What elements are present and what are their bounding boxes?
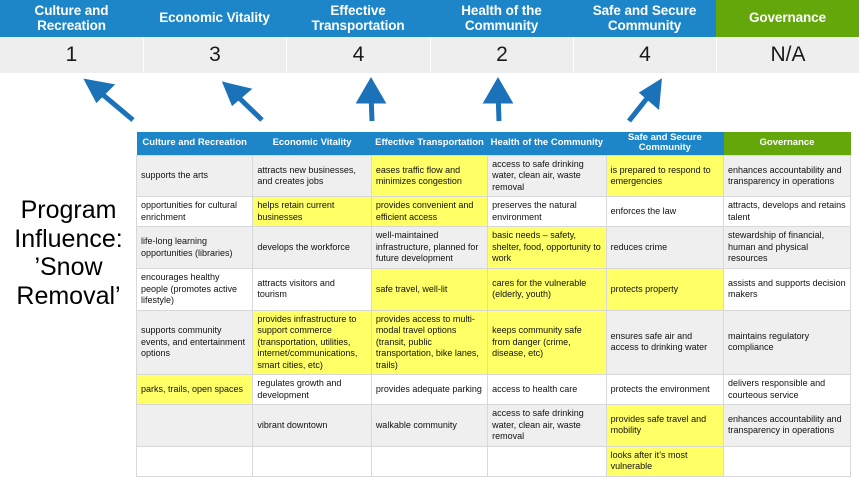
matrix-cell: parks, trails, open spaces [135,374,254,406]
program-influence-line-2: Influence: [14,224,123,253]
matrix-cell: keeps community safe from danger (crime,… [487,309,607,376]
matrix-cell: eases traffic flow and minimizes congest… [370,154,489,198]
program-influence-line-3: ’Snow [34,253,103,281]
matrix-cell: protects property [605,268,725,311]
matrix-row: encourages healthy people (promotes acti… [135,268,851,311]
matrix-cell [723,445,851,477]
matrix-row: parks, trails, open spaces regulates grow… [135,374,851,406]
matrix-row: opportunities for cultural enrichment hel… [135,196,851,228]
matrix-cell: regulates growth and development [252,374,372,406]
scorecard-score-value: 4 [286,37,430,73]
scorecard-category-label: Culture and Recreation [0,0,143,37]
matrix-column-header-1: Economic Vitality [252,132,372,156]
matrix-cell: helps retain current businesses [252,196,372,228]
scorecard-column-4: Safe and Secure Community 4 [573,0,716,73]
matrix-column-header-5: Governance [723,132,851,156]
scorecard-category-label: Economic Vitality [143,0,286,37]
matrix-cell: provides convenient and efficient access [370,196,489,228]
scorecard-score-value: N/A [716,37,859,73]
matrix-cell: assists and supports decision makers [723,268,851,311]
matrix-row: supports community events, and entertain… [135,309,851,376]
matrix-header: Culture and Recreation Economic Vitality E… [136,132,851,156]
matrix-cell: provides infrastructure to support comme… [252,309,372,376]
matrix-row: looks after it’s most vulnerable [135,445,851,477]
scorecard-score-value: 2 [430,37,573,73]
matrix-cell: provides access to multi-modal travel op… [370,309,489,376]
matrix-cell: supports the arts [135,154,254,198]
matrix-cell: provides adequate parking [370,374,489,406]
matrix-cell: attracts, develops and retains talent [723,196,851,228]
matrix-cell: opportunities for cultural enrichment [135,196,254,228]
matrix-column-header-4: Safe and Secure Community [606,132,724,156]
matrix-cell: access to safe drinking water, clean air… [487,404,607,447]
up-left-arrow-icon [83,78,135,122]
up-arrow-icon [482,77,514,122]
matrix-cell: looks after it’s most vulnerable [605,445,725,477]
program-influence-line-1: Program [20,196,117,224]
matrix-cell: enforces the law [605,196,725,228]
matrix-cell [135,404,254,447]
matrix-cell: access to safe drinking water, clean air… [487,154,607,198]
scorecard-score-value: 4 [573,37,716,73]
matrix-cell: supports community events, and entertain… [135,309,254,376]
up-right-arrow-icon [627,78,662,123]
matrix-column-header-0: Culture and Recreation [136,132,253,156]
scorecard-column-0: Culture and Recreation 1 [0,0,143,73]
matrix-row: life-long learning opportunities (librar… [135,226,851,269]
up-arrow-icon [355,77,387,122]
matrix-cell: encourages healthy people (promotes acti… [135,268,254,311]
matrix-cell [487,445,607,477]
matrix-cell: provides safe travel and mobility [605,404,725,447]
matrix-cell: develops the workforce [252,226,372,269]
matrix-cell: attracts visitors and tourism [252,268,372,311]
scorecard-score-value: 3 [143,37,286,73]
scorecard-column-2: Effective Transportation 4 [286,0,430,73]
arrow-group [0,73,859,133]
scorecard-category-label: Health of the Community [430,0,573,37]
matrix-cell: ensures safe air and access to drinking … [605,309,725,376]
matrix-cell: protects the environment [605,374,725,406]
matrix-cell: preserves the natural environment [487,196,607,228]
matrix-header-row: Culture and Recreation Economic Vitality E… [136,132,851,156]
matrix-cell: cares for the vulnerable (elderly, youth… [487,268,607,311]
scorecard-column-3: Health of the Community 2 [430,0,573,73]
matrix-cell: enhances accountability and transparency… [723,404,851,447]
matrix-cell: vibrant downtown [252,404,372,447]
matrix-cell: well-maintained infrastructure, planned … [370,226,489,269]
arrows-svg [83,77,662,123]
matrix-row: vibrant downtown walkable community access… [135,404,851,447]
matrix-cell: stewardship of financial, human and phys… [723,226,851,269]
matrix-cell: access to health care [487,374,607,406]
matrix-column-header-3: Health of the Community [487,132,607,156]
scorecard-strip: Culture and Recreation 1 Economic Vitality… [0,0,859,73]
matrix-cell: life-long learning opportunities (librar… [135,226,254,269]
matrix-cell: enhances accountability and transparency… [723,154,851,198]
matrix-cell: reduces crime [605,226,725,269]
matrix-cell [135,445,254,477]
program-influence-label: Program Influence: ’Snow Removal’ [6,196,131,310]
matrix-cell: maintains regulatory compliance [723,309,851,376]
matrix-cell: attracts new businesses, and creates job… [252,154,372,198]
scorecard-category-label: Safe and Secure Community [573,0,716,37]
scorecard-column-1: Economic Vitality 3 [143,0,286,73]
matrix-column-header-2: Effective Transportation [371,132,488,156]
matrix-cell [370,445,489,477]
matrix-body: supports the arts attracts new businesses… [135,154,851,477]
matrix-cell: walkable community [370,404,489,447]
matrix-cell: basic needs – safety, shelter, food, opp… [487,226,607,269]
matrix-row: supports the arts attracts new businesses… [135,154,851,198]
strategic-priorities-matrix: Culture and Recreation Economic Vitality E… [135,132,851,477]
matrix-cell: delivers responsible and courteous servi… [723,374,851,406]
matrix-cell: safe travel, well-lit [370,268,489,311]
program-influence-line-4: Removal’ [16,281,121,310]
matrix-cell: is prepared to respond to emergencies [605,154,725,198]
matrix-cell [252,445,372,477]
scorecard-category-label: Effective Transportation [286,0,430,37]
up-left-arrow-icon [221,81,264,122]
scorecard-category-label: Governance [716,0,859,37]
scorecard-column-5: Governance N/A [716,0,859,73]
scorecard-score-value: 1 [0,37,143,73]
